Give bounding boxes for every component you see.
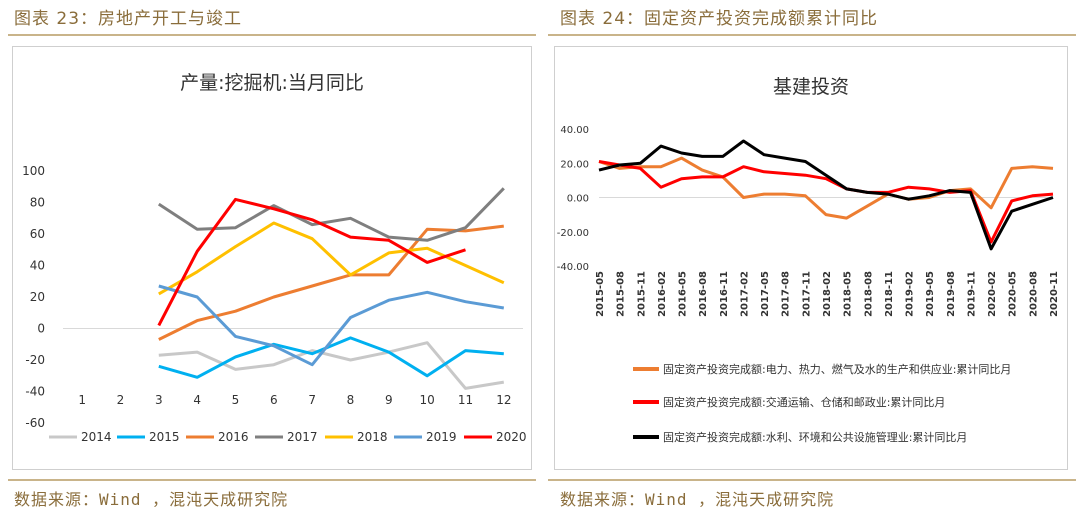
legend-item-2016: 2016 <box>186 430 249 444</box>
x-tick-label: 2018-11 <box>884 271 895 317</box>
legend-label: 固定资产投资完成额:水利、环境和公共设施管理业:累计同比月 <box>663 430 967 444</box>
x-tick-label: 2016-05 <box>678 271 689 317</box>
x-tick-label: 11 <box>458 393 473 407</box>
y-tick-label: 60 <box>30 227 45 241</box>
x-tick-label: 2 <box>117 393 125 407</box>
left-figure-label: 图表 23：房地产开工与竣工 <box>14 9 243 29</box>
series-line-2014 <box>158 341 505 390</box>
legend-item-2020: 2020 <box>464 430 527 444</box>
legend-label: 固定资产投资完成额:交通运输、仓储和邮政业:累计同比月 <box>663 395 945 409</box>
legend-label: 2014 <box>81 430 112 444</box>
legend-label: 2018 <box>357 430 388 444</box>
x-tick-label: 2017-05 <box>760 271 771 317</box>
x-tick-label: 2015-08 <box>616 271 627 317</box>
x-tick-label: 2019-05 <box>925 271 936 317</box>
y-tick-label: 20.00 <box>560 159 589 170</box>
x-tick-label: 2020-11 <box>1049 271 1060 317</box>
y-tick-label: -40 <box>25 385 45 399</box>
y-tick-label: -20.00 <box>557 228 589 239</box>
series-line-2015 <box>158 336 504 379</box>
legend-label: 2016 <box>218 430 249 444</box>
bottom-rule-left <box>8 479 536 481</box>
y-tick-label: -60 <box>25 416 45 430</box>
x-tick-label: 2019-02 <box>905 271 916 317</box>
chart-title: 基建投资 <box>773 76 849 98</box>
x-tick-label: 2015-05 <box>595 271 606 317</box>
x-tick-label: 2018-08 <box>863 271 874 317</box>
infrastructure-investment-chart: 基建投资 40.00 20.00 0.00 -20.00 -40.00 2015-05 201… <box>557 76 1060 444</box>
legend-item-2014: 2014 <box>49 430 112 444</box>
x-tick-label: 2017-02 <box>739 271 750 317</box>
x-tick-label: 2015-11 <box>636 271 647 317</box>
x-tick-label: 1 <box>78 393 86 407</box>
y-tick-label: 0.00 <box>567 194 589 205</box>
x-tick-label: 6 <box>270 393 278 407</box>
legend-item-2: 固定资产投资完成额:交通运输、仓储和邮政业:累计同比月 <box>633 395 945 409</box>
series-line-3 <box>598 139 1054 251</box>
x-tick-label: 2019-08 <box>946 271 957 317</box>
x-tick-label: 2018-05 <box>843 271 854 317</box>
series-line-2019 <box>158 284 505 367</box>
legend-label: 2015 <box>149 430 180 444</box>
x-tick-label: 12 <box>496 393 511 407</box>
x-tick-label: 8 <box>347 393 355 407</box>
series-line-2017 <box>157 187 505 242</box>
legend-item-2015: 2015 <box>117 430 180 444</box>
x-tick-label: 2017-08 <box>781 271 792 317</box>
x-tick-label: 2016-08 <box>698 271 709 317</box>
right-chart-panel: 基建投资 40.00 20.00 0.00 -20.00 -40.00 2015-05 201… <box>554 46 1068 470</box>
x-tick-label: 7 <box>308 393 316 407</box>
legend-label: 固定资产投资完成额:电力、热力、燃气及水的生产和供应业:累计同比月 <box>663 362 1011 376</box>
x-tick-label: 3 <box>155 393 163 407</box>
x-tick-label: 5 <box>232 393 240 407</box>
bottom-rule-right <box>548 479 1076 481</box>
left-chart-panel: 产量:挖掘机:当月同比 100 80 60 40 20 0 -20 -40 -60 1 2 3 4 5 6 7 8… <box>12 46 532 470</box>
y-tick-label: -40.00 <box>557 262 589 273</box>
x-tick-label: 2020-08 <box>1028 271 1039 317</box>
top-rule-right <box>548 34 1076 36</box>
x-tick-label: 2017-11 <box>801 271 812 317</box>
y-tick-label: 40.00 <box>560 125 589 136</box>
right-figure-label: 图表 24：固定资产投资完成额累计同比 <box>560 9 879 29</box>
x-tick-label: 9 <box>385 393 393 407</box>
y-tick-label: -20 <box>25 353 45 367</box>
top-rule-left <box>8 34 536 36</box>
x-tick-label: 2020-02 <box>987 271 998 317</box>
left-source-note: 数据来源：Wind ，混沌天成研究院 <box>14 490 289 509</box>
series-line-2020 <box>157 197 466 327</box>
x-tick-label: 2019-11 <box>966 271 977 317</box>
series-line-2016 <box>158 224 504 341</box>
legend-label: 2017 <box>287 430 318 444</box>
legend-label: 2020 <box>496 430 527 444</box>
x-tick-label: 4 <box>193 393 201 407</box>
y-tick-label: 20 <box>30 290 45 304</box>
legend-item-1: 固定资产投资完成额:电力、热力、燃气及水的生产和供应业:累计同比月 <box>633 362 1011 376</box>
y-tick-label: 40 <box>30 259 45 273</box>
legend-item-3: 固定资产投资完成额:水利、环境和公共设施管理业:累计同比月 <box>633 430 967 444</box>
x-tick-label: 2016-02 <box>657 271 668 317</box>
legend-item-2019: 2019 <box>394 430 457 444</box>
legend-item-2018: 2018 <box>325 430 388 444</box>
y-tick-label: 80 <box>30 196 45 210</box>
series-line-1 <box>598 156 1054 220</box>
x-tick-label: 10 <box>420 393 435 407</box>
chart-title: 产量:挖掘机:当月同比 <box>180 72 364 94</box>
legend-label: 2019 <box>426 430 457 444</box>
y-tick-label: 0 <box>37 322 45 336</box>
x-tick-label: 2020-05 <box>1008 271 1019 317</box>
x-tick-label: 2016-11 <box>719 271 730 317</box>
y-tick-label: 100 <box>22 164 45 178</box>
right-source-note: 数据来源：Wind ，混沌天成研究院 <box>560 490 835 509</box>
x-tick-label: 2018-02 <box>822 271 833 317</box>
legend-item-2017: 2017 <box>255 430 318 444</box>
